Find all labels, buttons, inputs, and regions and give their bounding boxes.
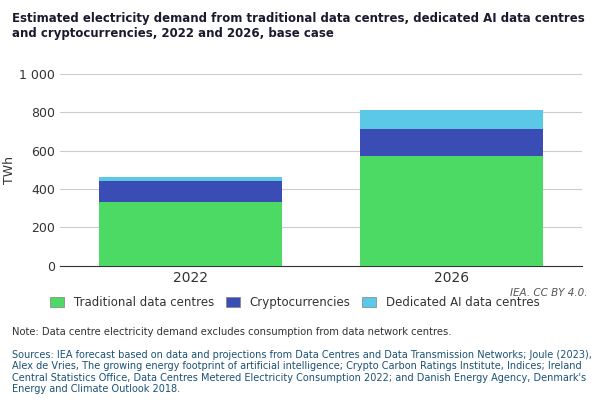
Text: Note: Data centre electricity demand excludes consumption from data network cent: Note: Data centre electricity demand exc… xyxy=(12,327,452,337)
Bar xyxy=(360,110,543,129)
Bar xyxy=(99,202,282,266)
Bar xyxy=(360,156,543,266)
Bar xyxy=(99,178,282,181)
Bar xyxy=(360,129,543,156)
Y-axis label: TWh: TWh xyxy=(4,156,16,184)
Text: Estimated electricity demand from traditional data centres, dedicated AI data ce: Estimated electricity demand from tradit… xyxy=(12,12,585,40)
Legend: Traditional data centres, Cryptocurrencies, Dedicated AI data centres: Traditional data centres, Cryptocurrenci… xyxy=(46,291,544,314)
Text: Sources: IEA forecast based on data and projections from Data Centres and Data T: Sources: IEA forecast based on data and … xyxy=(12,350,592,395)
Text: IEA. CC BY 4.0.: IEA. CC BY 4.0. xyxy=(511,288,588,298)
Bar xyxy=(99,181,282,202)
